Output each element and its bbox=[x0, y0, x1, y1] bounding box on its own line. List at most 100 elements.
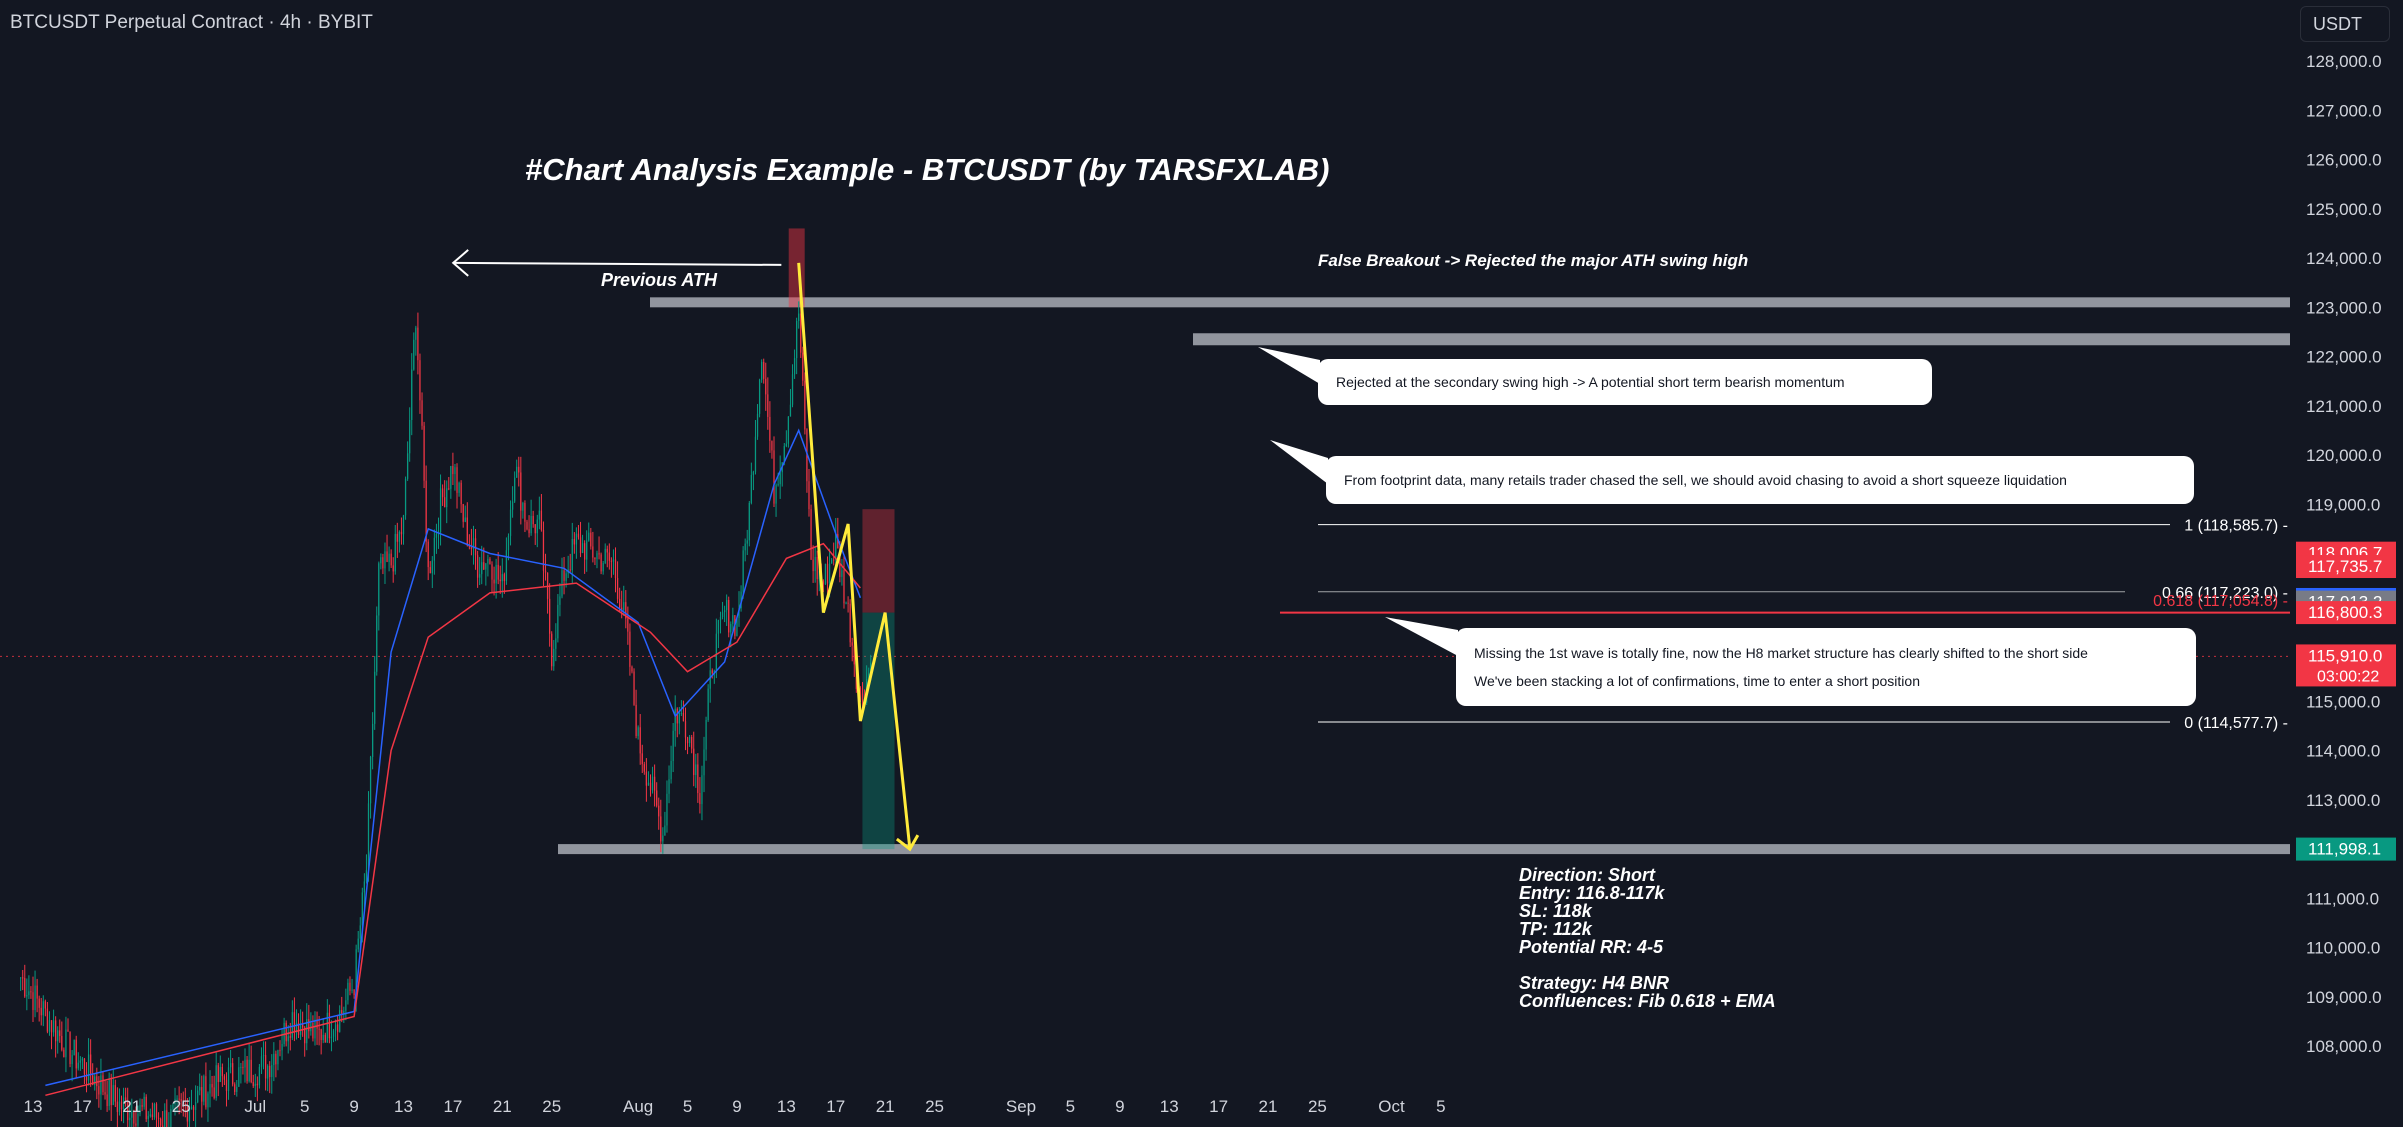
candle-body bbox=[92, 1075, 94, 1085]
candle-body bbox=[398, 531, 401, 542]
time-tick-label: 13 bbox=[777, 1097, 796, 1116]
candle-body bbox=[143, 1096, 145, 1107]
time-tick-label: Oct bbox=[1378, 1097, 1405, 1116]
candle-body bbox=[73, 1039, 75, 1056]
candle-body bbox=[223, 1076, 226, 1080]
time-tick-label: 21 bbox=[876, 1097, 895, 1116]
time-tick-label: 5 bbox=[1436, 1097, 1445, 1116]
candle-body bbox=[211, 1084, 213, 1088]
candle-body bbox=[526, 521, 528, 530]
fib-label: 0.66 (117,223.0) - bbox=[2162, 585, 2288, 602]
candle-body bbox=[756, 413, 759, 437]
candle-body bbox=[736, 617, 738, 636]
candle-body bbox=[269, 1065, 271, 1078]
candle-body bbox=[509, 509, 512, 536]
candle-body bbox=[221, 1067, 224, 1077]
candle-body bbox=[629, 631, 631, 667]
candle-body bbox=[384, 551, 386, 569]
candle-body bbox=[499, 579, 501, 582]
candle-body bbox=[312, 1022, 314, 1039]
candle-body bbox=[199, 1087, 201, 1091]
time-tick-label: 25 bbox=[542, 1097, 561, 1116]
candle-body bbox=[229, 1063, 232, 1068]
candle-body bbox=[723, 610, 726, 613]
time-tick-label: 17 bbox=[443, 1097, 462, 1116]
time-tick-label: 13 bbox=[24, 1097, 43, 1116]
candle-body bbox=[135, 1123, 137, 1126]
candle-body bbox=[194, 1102, 197, 1110]
candle-body bbox=[633, 671, 635, 705]
previous-ath-arrow-line bbox=[453, 261, 782, 266]
candle-body bbox=[588, 532, 590, 541]
candle-body bbox=[324, 1034, 326, 1043]
candle-body bbox=[411, 369, 413, 420]
candle-body bbox=[159, 1118, 162, 1126]
candle-body bbox=[207, 1093, 209, 1108]
candle-body bbox=[118, 1101, 121, 1112]
candle-body bbox=[446, 488, 448, 508]
candle-body bbox=[796, 320, 798, 359]
candle-body bbox=[553, 648, 555, 667]
candle-body bbox=[726, 599, 728, 611]
trade-direction: Direction: Short bbox=[1519, 865, 1656, 885]
candle-body bbox=[104, 1092, 106, 1095]
candle-body bbox=[250, 1059, 252, 1083]
candle-body bbox=[491, 564, 493, 580]
candle-body bbox=[254, 1083, 256, 1086]
candle-body bbox=[452, 465, 454, 475]
candle-body bbox=[147, 1115, 149, 1120]
candle-body bbox=[742, 550, 744, 592]
candle-body bbox=[542, 529, 545, 571]
candle-body bbox=[641, 753, 643, 765]
candle-body bbox=[835, 533, 837, 560]
price-tick-label: 127,000.0 bbox=[2306, 101, 2382, 120]
candle-body bbox=[557, 604, 559, 639]
candle-body bbox=[326, 1012, 328, 1043]
candle-body bbox=[561, 570, 563, 597]
time-tick-label: 25 bbox=[1308, 1097, 1327, 1116]
candle-body bbox=[450, 465, 452, 489]
candle-body bbox=[590, 532, 592, 547]
candle-body bbox=[623, 602, 625, 611]
candle-body bbox=[192, 1106, 195, 1110]
candle-body bbox=[423, 425, 425, 481]
candle-body bbox=[240, 1066, 242, 1068]
candle-body bbox=[299, 1023, 302, 1035]
candle-body bbox=[701, 775, 703, 805]
time-tick-label: 5 bbox=[683, 1097, 692, 1116]
candle-body bbox=[460, 482, 462, 505]
candle-body bbox=[81, 1058, 84, 1061]
time-tick-label: 9 bbox=[1115, 1097, 1124, 1116]
candle-body bbox=[297, 1023, 300, 1035]
candle-body bbox=[555, 638, 557, 649]
candle-body bbox=[219, 1067, 221, 1082]
candle-body bbox=[386, 551, 388, 562]
currency-button[interactable]: USDT bbox=[2300, 6, 2390, 42]
time-tick-label: 17 bbox=[73, 1097, 92, 1116]
candle-body bbox=[662, 835, 664, 842]
candle-body bbox=[40, 1007, 42, 1016]
candle-body bbox=[232, 1063, 234, 1085]
candle-body bbox=[653, 776, 656, 791]
candle-body bbox=[34, 985, 36, 1011]
candle-body bbox=[24, 978, 26, 997]
candle-body bbox=[347, 982, 349, 1001]
candle-body bbox=[596, 553, 598, 560]
candle-body bbox=[106, 1094, 108, 1107]
candle-body bbox=[289, 1036, 291, 1038]
candle-body bbox=[746, 540, 748, 544]
candle-body bbox=[369, 756, 372, 804]
candle-body bbox=[363, 881, 366, 893]
candle-body bbox=[828, 563, 831, 584]
price-badge bbox=[2296, 837, 2396, 861]
candle-body bbox=[837, 533, 839, 549]
candle-body bbox=[55, 1020, 57, 1042]
candle-body bbox=[656, 790, 658, 806]
candle-body bbox=[339, 1010, 341, 1032]
candle-body bbox=[402, 515, 405, 535]
annotation-line: Missing the 1st wave is totally fine, no… bbox=[1474, 645, 2088, 661]
wave-projection bbox=[797, 262, 912, 850]
candle-body bbox=[707, 688, 709, 720]
candle-body bbox=[380, 557, 382, 564]
